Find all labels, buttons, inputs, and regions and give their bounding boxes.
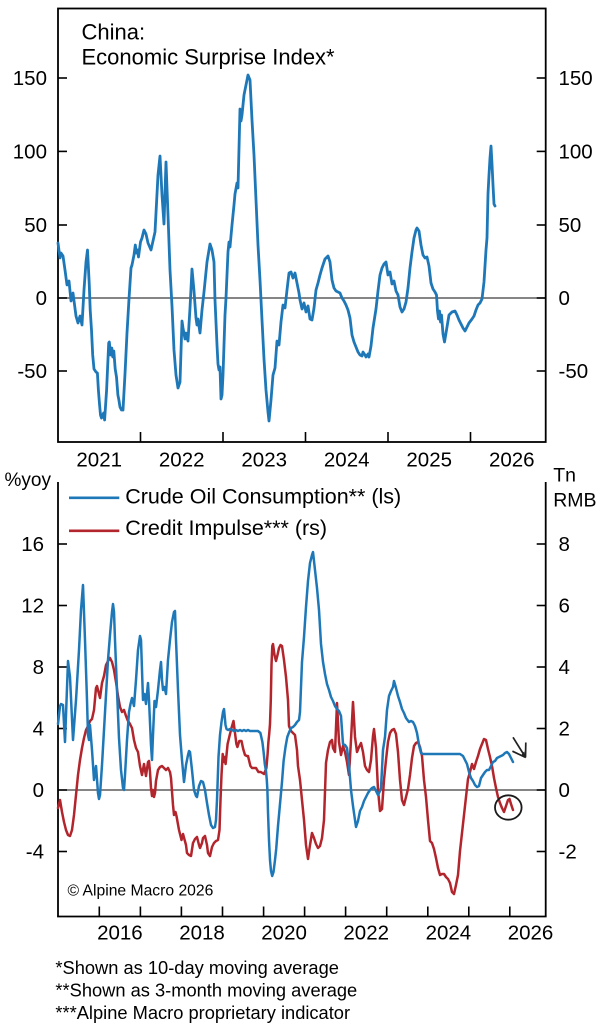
svg-text:2020: 2020	[261, 922, 307, 945]
svg-text:2021: 2021	[76, 449, 122, 472]
svg-text:0: 0	[33, 779, 44, 802]
svg-text:2022: 2022	[159, 449, 205, 472]
svg-text:Credit Impulse*** (rs): Credit Impulse*** (rs)	[125, 516, 327, 540]
svg-text:150: 150	[559, 67, 593, 90]
svg-text:-2: -2	[559, 841, 577, 864]
svg-text:2: 2	[559, 718, 570, 741]
svg-text:100: 100	[559, 140, 593, 163]
svg-text:2016: 2016	[97, 922, 143, 945]
svg-text:2026: 2026	[489, 449, 535, 472]
svg-text:*Shown as 10-day moving averag: *Shown as 10-day moving average	[55, 957, 339, 978]
svg-text:**Shown as 3-month moving aver: **Shown as 3-month moving average	[55, 980, 357, 1001]
svg-text:2023: 2023	[241, 449, 287, 472]
svg-text:-50: -50	[17, 360, 47, 383]
svg-text:-4: -4	[26, 841, 44, 864]
svg-text:© Alpine Macro 2026: © Alpine Macro 2026	[68, 882, 214, 899]
svg-text:RMB: RMB	[553, 490, 596, 512]
svg-text:8: 8	[559, 533, 570, 556]
svg-text:2025: 2025	[406, 449, 452, 472]
svg-text:2018: 2018	[179, 922, 225, 945]
svg-text:0: 0	[559, 779, 570, 802]
svg-text:Crude Oil Consumption** (ls): Crude Oil Consumption** (ls)	[125, 484, 401, 508]
svg-text:50: 50	[559, 214, 582, 237]
svg-text:Economic Surprise Index*: Economic Surprise Index*	[82, 45, 336, 70]
svg-text:0: 0	[36, 287, 47, 310]
svg-text:2022: 2022	[343, 922, 389, 945]
svg-text:4: 4	[33, 718, 44, 741]
svg-text:8: 8	[33, 656, 44, 679]
svg-text:2024: 2024	[426, 922, 472, 945]
svg-text:150: 150	[13, 67, 47, 90]
svg-text:Tn: Tn	[553, 465, 576, 487]
svg-text:***Alpine Macro proprietary in: ***Alpine Macro proprietary indicator	[55, 1002, 350, 1023]
svg-text:0: 0	[559, 287, 570, 310]
svg-text:16: 16	[21, 533, 44, 556]
svg-text:6: 6	[559, 595, 570, 618]
svg-text:%yoy: %yoy	[5, 470, 52, 491]
svg-text:50: 50	[24, 214, 47, 237]
svg-text:100: 100	[13, 140, 47, 163]
svg-text:-50: -50	[559, 360, 589, 383]
svg-text:2024: 2024	[324, 449, 370, 472]
svg-text:4: 4	[559, 656, 570, 679]
svg-text:China:: China:	[82, 20, 146, 45]
svg-text:2026: 2026	[508, 922, 554, 945]
svg-text:12: 12	[21, 595, 44, 618]
